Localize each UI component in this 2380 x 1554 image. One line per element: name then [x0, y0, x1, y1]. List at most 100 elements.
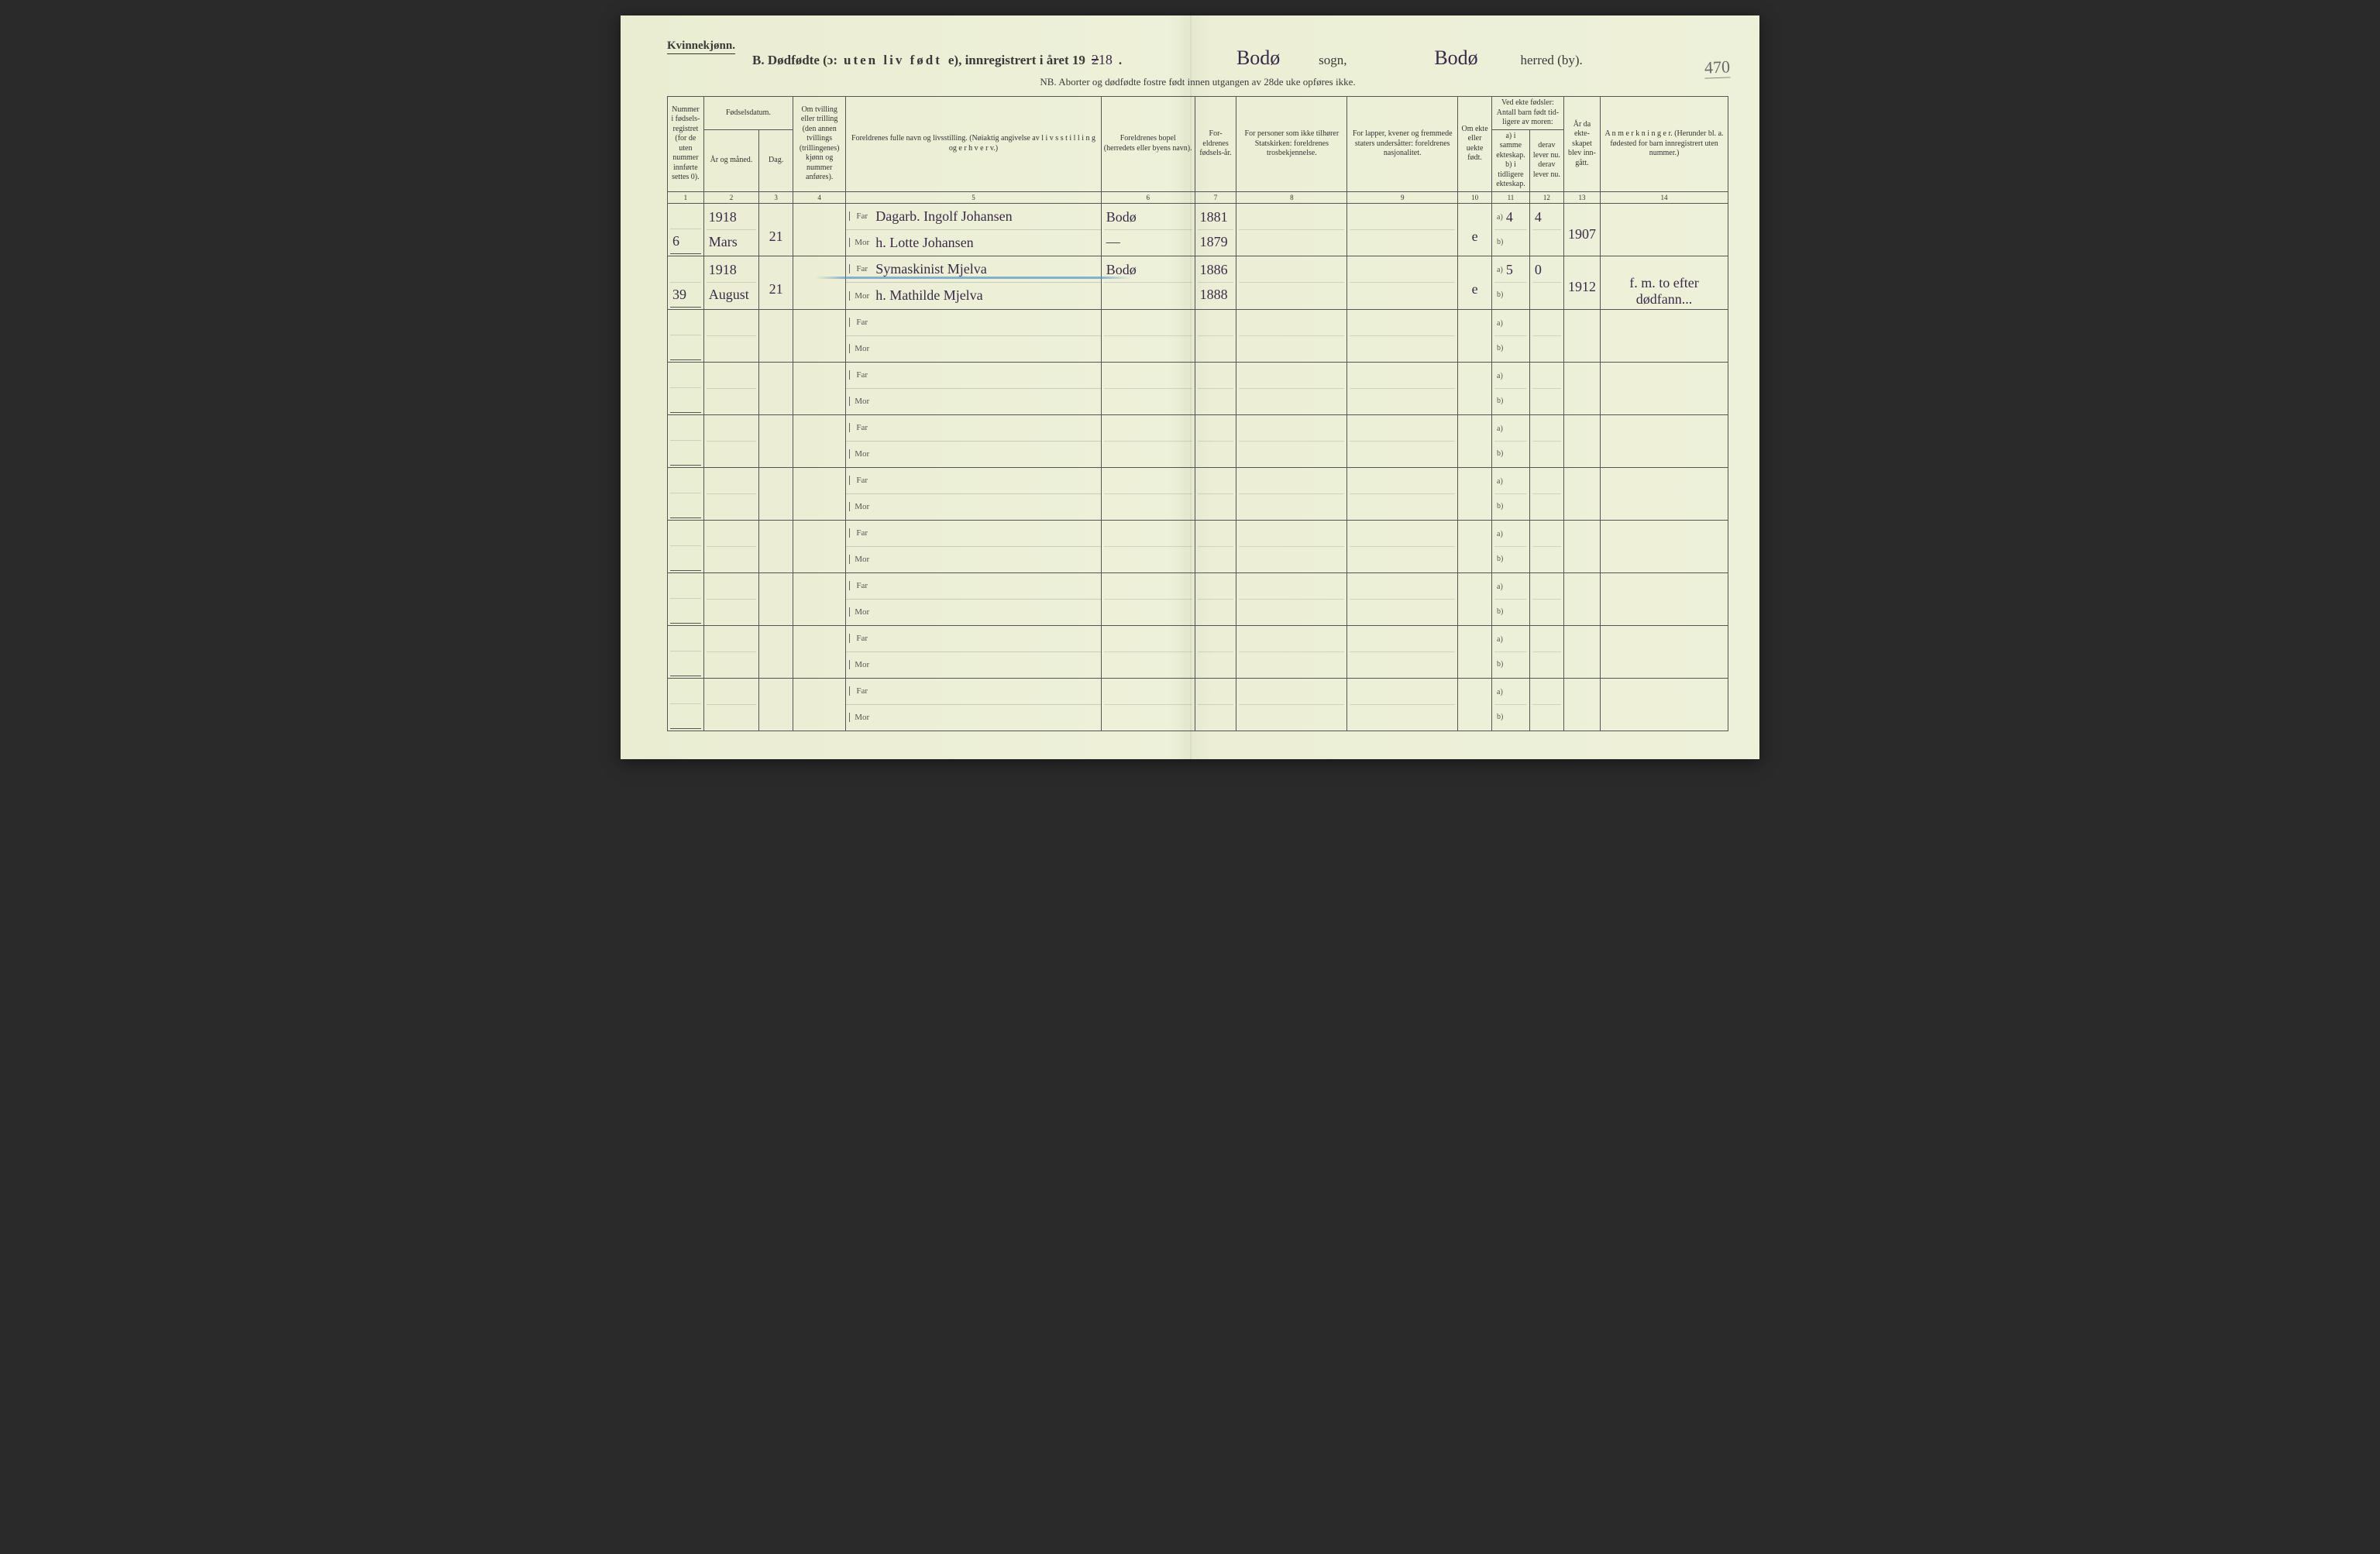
cell-ekte: [1458, 467, 1492, 520]
cell-day: [759, 467, 793, 520]
cell-ekte: [1458, 520, 1492, 572]
cell-bopel: [1101, 414, 1195, 467]
cell-ekte: [1458, 309, 1492, 362]
col-11-group-header: Ved ekte fødsler: Antall barn født tid-l…: [1492, 97, 1564, 130]
cell-tros: [1236, 414, 1347, 467]
cell-tros: [1236, 625, 1347, 678]
cell-tros: [1236, 309, 1347, 362]
cell-day: [759, 414, 793, 467]
cell-tros: [1236, 203, 1347, 256]
table-row: Far Mor a)b): [668, 520, 1728, 572]
cell-12: [1529, 520, 1563, 572]
table-row: Far Mor a)b): [668, 362, 1728, 414]
table-row: Far Mor a)b): [668, 625, 1728, 678]
cell-num: [668, 572, 704, 625]
sogn-value: Bodø: [1204, 46, 1312, 70]
cell-bopel: [1101, 362, 1195, 414]
cell-12: [1529, 467, 1563, 520]
cell-parents: Far Mor: [846, 520, 1102, 572]
title-suffix: e), innregistrert i året 19: [948, 53, 1085, 68]
cell-nasj: [1347, 625, 1458, 678]
cell-nasj: [1347, 678, 1458, 731]
table-body: 61918Mars21 FarDagarb. Ingolf Johansen M…: [668, 203, 1728, 731]
colnum: 13: [1563, 191, 1600, 203]
cell-year-month: [703, 678, 758, 731]
col-1-header: Nummer i fødsels-registret (for de uten …: [668, 97, 704, 192]
table-row: Far Mor a)b): [668, 414, 1728, 467]
cell-fy: 18811879: [1195, 203, 1236, 256]
cell-ekte: [1458, 678, 1492, 731]
cell-fy: [1195, 572, 1236, 625]
cell-nasj: [1347, 572, 1458, 625]
register-page: 470 Kvinnekjønn. B. Dødfødte (ɔ: uten li…: [621, 15, 1759, 759]
col-8-header: For personer som ikke tilhører Statskirk…: [1236, 97, 1347, 192]
cell-day: [759, 572, 793, 625]
cell-num: [668, 520, 704, 572]
cell-tros: [1236, 678, 1347, 731]
col-14-header: A n m e r k n i n g e r. (Herunder bl. a…: [1601, 97, 1728, 192]
cell-tros: [1236, 256, 1347, 309]
cell-nasj: [1347, 309, 1458, 362]
cell-11: a)b): [1492, 572, 1530, 625]
cell-parents: Far Mor: [846, 309, 1102, 362]
cell-year-month: [703, 625, 758, 678]
col-2-group-header: Fødselsdatum.: [703, 97, 793, 130]
cell-12: [1529, 309, 1563, 362]
title-spaced: uten liv født: [844, 53, 942, 68]
table-row: 391918August21 FarSymaskinist Mjelva Mor…: [668, 256, 1728, 309]
colnum: 9: [1347, 191, 1458, 203]
cell-11: a)5b): [1492, 256, 1530, 309]
cell-bopel: [1101, 678, 1195, 731]
cell-ekte: [1458, 572, 1492, 625]
cell-num: [668, 678, 704, 731]
cell-year-month: 1918Mars: [703, 203, 758, 256]
gender-label: Kvinnekjønn.: [667, 40, 735, 54]
cell-nasj: [1347, 520, 1458, 572]
cell-tros: [1236, 520, 1347, 572]
cell-num: [668, 625, 704, 678]
cell-fy: [1195, 309, 1236, 362]
cell-year-month: [703, 520, 758, 572]
colnum: 14: [1601, 191, 1728, 203]
cell-anm: [1601, 678, 1728, 731]
cell-bopel: Bodø: [1101, 256, 1195, 309]
cell-nasj: [1347, 203, 1458, 256]
cell-ekte: [1458, 362, 1492, 414]
colnum: 7: [1195, 191, 1236, 203]
cell-tros: [1236, 362, 1347, 414]
cell-12: [1529, 362, 1563, 414]
cell-num: 6: [668, 203, 704, 256]
page-number-annotation: 470: [1704, 57, 1731, 78]
cell-twin: [793, 309, 846, 362]
colnum: 5: [846, 191, 1102, 203]
cell-num: [668, 467, 704, 520]
cell-num: 39: [668, 256, 704, 309]
cell-bopel: Bodø—: [1101, 203, 1195, 256]
cell-ekte: [1458, 414, 1492, 467]
cell-11: a)b): [1492, 309, 1530, 362]
cell-num: [668, 414, 704, 467]
cell-day: [759, 625, 793, 678]
cell-11: a)b): [1492, 362, 1530, 414]
cell-year-month: 1918August: [703, 256, 758, 309]
cell-anm: [1601, 572, 1728, 625]
colnum: 1: [668, 191, 704, 203]
cell-parents: Far Mor: [846, 414, 1102, 467]
cell-parents: Far Mor: [846, 678, 1102, 731]
cell-bopel: [1101, 572, 1195, 625]
table-header: Nummer i fødsels-registret (for de uten …: [668, 97, 1728, 204]
cell-year-month: [703, 362, 758, 414]
cell-year-month: [703, 414, 758, 467]
cell-fy: [1195, 362, 1236, 414]
cell-nasj: [1347, 414, 1458, 467]
cell-fy: [1195, 467, 1236, 520]
page-header: Kvinnekjønn. B. Dødfødte (ɔ: uten liv fø…: [667, 39, 1728, 88]
cell-day: [759, 520, 793, 572]
cell-ekte: e: [1458, 256, 1492, 309]
table-row: Far Mor a)b): [668, 467, 1728, 520]
cell-parents: FarSymaskinist Mjelva Morh. Mathilde Mje…: [846, 256, 1102, 309]
cell-parents: FarDagarb. Ingolf Johansen Morh. Lotte J…: [846, 203, 1102, 256]
cell-11: a)b): [1492, 625, 1530, 678]
cell-12: [1529, 625, 1563, 678]
cell-11: a)b): [1492, 678, 1530, 731]
